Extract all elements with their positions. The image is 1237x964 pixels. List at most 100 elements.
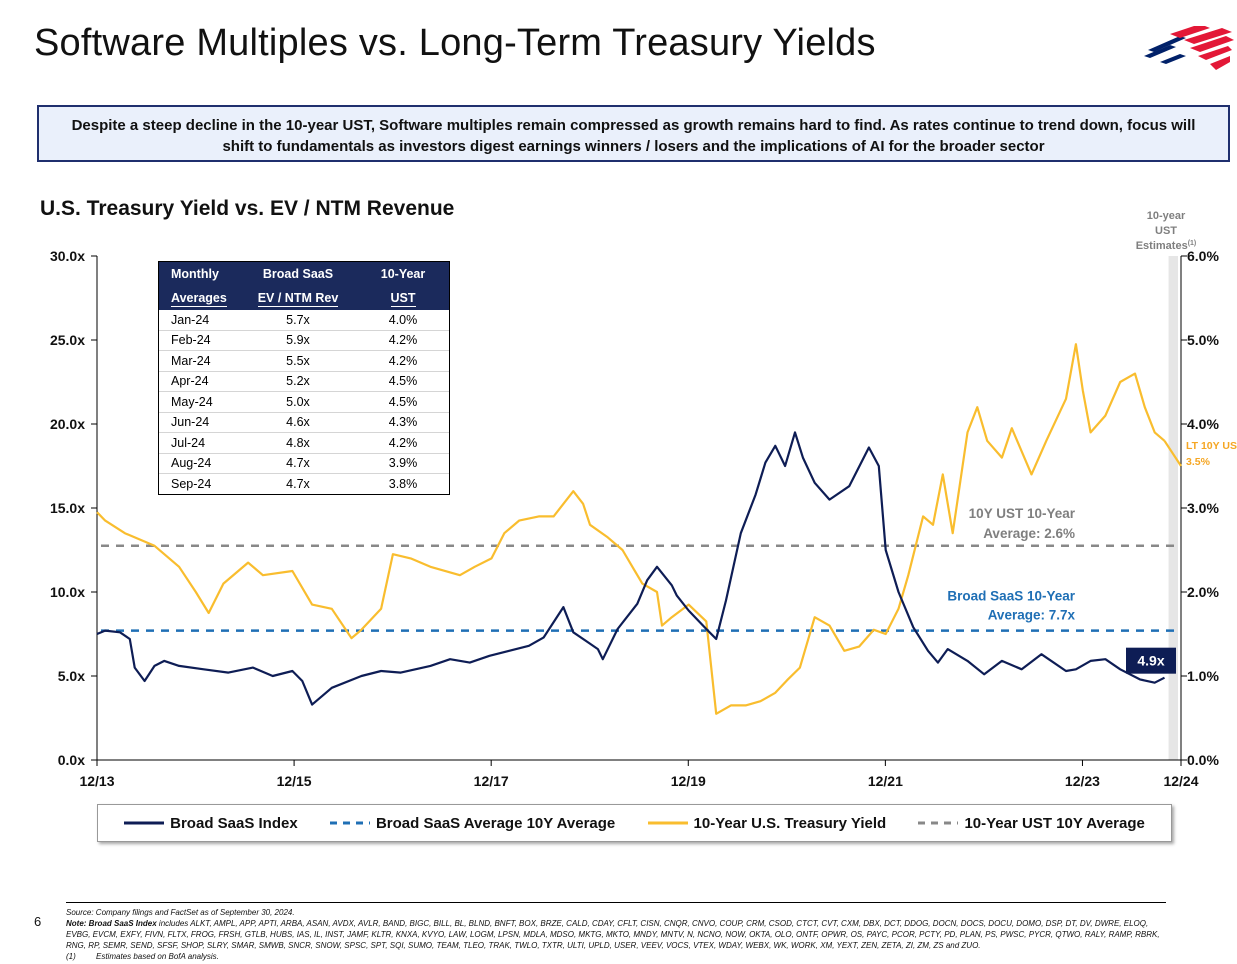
left-tick-label: 30.0x	[50, 248, 85, 264]
legend-swatch-ust-avg	[918, 821, 959, 825]
ust-average-annotation: Average: 2.6%	[983, 526, 1075, 541]
table-header-row-2: Averages EV / NTM Rev UST	[159, 286, 449, 310]
x-tick-label: 12/23	[1065, 773, 1100, 789]
cell-ust: 3.9%	[388, 456, 418, 471]
cell-saas: 4.7x	[286, 456, 310, 471]
legend-label-ust: 10-Year U.S. Treasury Yield	[693, 814, 887, 832]
header-month: Monthly	[171, 267, 219, 281]
x-tick-label: 12/19	[671, 773, 706, 789]
cell-month: Apr-24	[171, 374, 209, 389]
cell-month: Jun-24	[171, 415, 210, 430]
table-header: Monthly Broad SaaS 10-Year Averages EV /…	[159, 262, 449, 310]
x-tick-label: 12/24	[1163, 773, 1198, 789]
ust-average-annotation: 10Y UST 10-Year	[969, 506, 1076, 521]
table-row: Sep-24 4.7x 3.8%	[159, 474, 449, 494]
right-tick-label: 3.0%	[1187, 500, 1219, 516]
cell-saas: 5.7x	[286, 312, 310, 327]
cell-saas: 5.9x	[286, 333, 310, 348]
x-tick-label: 12/13	[79, 773, 114, 789]
left-tick-label: 5.0x	[58, 668, 85, 684]
current-value-badge	[1126, 647, 1176, 674]
footnote-source: Source: Company filings and FactSet as o…	[66, 908, 295, 917]
lt-ust-label: 3.5%	[1186, 456, 1211, 468]
header-saas: Broad SaaS	[262, 267, 334, 281]
monthly-averages-table: Monthly Broad SaaS 10-Year Averages EV /…	[158, 261, 450, 495]
ust-yield-series-line	[96, 343, 1166, 715]
chart-labels: 10Y UST 10-Year Average: 2.6% Broad SaaS 1…	[947, 210, 1237, 674]
header-saas-sub-text: EV / NTM Rev	[257, 291, 339, 307]
estimates-region-label: 10-year	[1147, 210, 1186, 222]
x-tick-label: 12/17	[474, 773, 509, 789]
estimates-region-label: Estimates(1)	[1136, 240, 1197, 252]
footnote-note-label: Note: Broad SaaS Index	[66, 919, 157, 928]
footnote-est-text: Estimates based on BofA analysis.	[96, 952, 219, 961]
table-header-row-1: Monthly Broad SaaS 10-Year	[159, 262, 449, 286]
logo-stripes-blue	[1144, 36, 1186, 64]
right-tick-label: 0.0%	[1187, 752, 1219, 768]
header-ust-sub: UST	[359, 291, 447, 307]
table-row: Jan-24 5.7x 4.0%	[159, 310, 449, 331]
cell-saas: 4.8x	[286, 435, 310, 450]
saas-average-annotation: Broad SaaS 10-Year	[947, 589, 1075, 604]
x-tick-label: 12/15	[277, 773, 312, 789]
header-ust: 10-Year	[380, 267, 426, 281]
legend-item-ust-avg: 10-Year UST 10Y Average	[918, 814, 1145, 832]
footnote-est-num: (1)	[66, 952, 76, 961]
cell-month: Mar-24	[171, 353, 211, 368]
bank-flag-logo	[1144, 26, 1234, 70]
cell-ust: 4.5%	[388, 374, 418, 389]
chart-title: U.S. Treasury Yield vs. EV / NTM Revenue	[40, 197, 455, 220]
saas-index-series-line	[96, 431, 1165, 706]
header-ust-sub-text: UST	[390, 291, 416, 307]
legend-item-saas-avg: Broad SaaS Average 10Y Average	[329, 814, 616, 832]
legend-label-saas-avg: Broad SaaS Average 10Y Average	[375, 814, 616, 832]
logo-stripes-red	[1170, 26, 1234, 70]
left-tick-label: 0.0x	[58, 752, 85, 768]
x-tick-label: 12/21	[868, 773, 903, 789]
right-tick-label: 2.0%	[1187, 584, 1219, 600]
header-month-sub: Averages	[159, 291, 237, 307]
left-tick-label: 15.0x	[50, 500, 85, 516]
right-tick-label: 5.0%	[1187, 332, 1219, 348]
cell-ust: 3.8%	[388, 476, 418, 491]
table-row: Feb-24 5.9x 4.2%	[159, 331, 449, 351]
cell-month: Aug-24	[171, 456, 212, 471]
lt-ust-label: LT 10Y UST	[1186, 440, 1237, 452]
current-value-badge-text: 4.9x	[1137, 653, 1164, 669]
left-tick-label: 25.0x	[50, 332, 85, 348]
estimates-region-label: UST	[1155, 225, 1177, 237]
footnote-note: Note: Broad SaaS Index includes ALKT, AM…	[66, 918, 1166, 951]
lt-ust-estimate-line	[1163, 440, 1182, 467]
cell-ust: 4.3%	[388, 415, 418, 430]
cell-saas: 4.7x	[286, 476, 310, 491]
left-tick-label: 10.0x	[50, 584, 85, 600]
yield-vs-multiple-chart: 0.0x 5.0x 10.0x 15.0x 20.0x 25.0x 30.0x 0.0% 1.0…	[50, 210, 1237, 789]
cell-ust: 4.2%	[388, 353, 418, 368]
legend-label-ust-avg: 10-Year UST 10Y Average	[964, 814, 1145, 832]
page-title: Software Multiples vs. Long-Term Treasur…	[34, 22, 876, 64]
cell-month: Feb-24	[171, 333, 211, 348]
chart-legend: Broad SaaS Index Broad SaaS Average 10Y …	[97, 804, 1172, 842]
table-row: Jun-24 4.6x 4.3%	[159, 413, 449, 433]
left-tick-label: 20.0x	[50, 416, 85, 432]
legend-swatch-ust	[647, 821, 688, 825]
cell-ust: 4.2%	[388, 333, 418, 348]
table-row: Aug-24 4.7x 3.9%	[159, 454, 449, 474]
cell-ust: 4.0%	[388, 312, 418, 327]
footnote-estimates: (1) Estimates based on BofA analysis.	[66, 951, 1166, 962]
cell-saas: 5.0x	[286, 394, 310, 409]
table-body: Jan-24 5.7x 4.0% Feb-24 5.9x 4.2% Mar-24 5.5x 4.…	[159, 310, 449, 494]
estimates-shaded-region	[1168, 256, 1178, 760]
chart-axes: 0.0x 5.0x 10.0x 15.0x 20.0x 25.0x 30.0x 0.0% 1.0…	[50, 248, 1220, 789]
cell-ust: 4.5%	[388, 394, 418, 409]
header-saas-sub: EV / NTM Rev	[237, 291, 359, 307]
legend-item-saas: Broad SaaS Index	[124, 815, 298, 832]
table-row: Mar-24 5.5x 4.2%	[159, 351, 449, 372]
legend-label-saas: Broad SaaS Index	[170, 814, 298, 832]
key-takeaway-callout: Despite a steep decline in the 10-year U…	[37, 105, 1230, 162]
table-row: Jul-24 4.8x 4.2%	[159, 433, 449, 454]
cell-month: Sep-24	[171, 476, 212, 491]
legend-item-ust: 10-Year U.S. Treasury Yield	[647, 814, 887, 832]
cell-month: Jul-24	[171, 435, 206, 450]
footnotes: Source: Company filings and FactSet as o…	[66, 902, 1166, 962]
